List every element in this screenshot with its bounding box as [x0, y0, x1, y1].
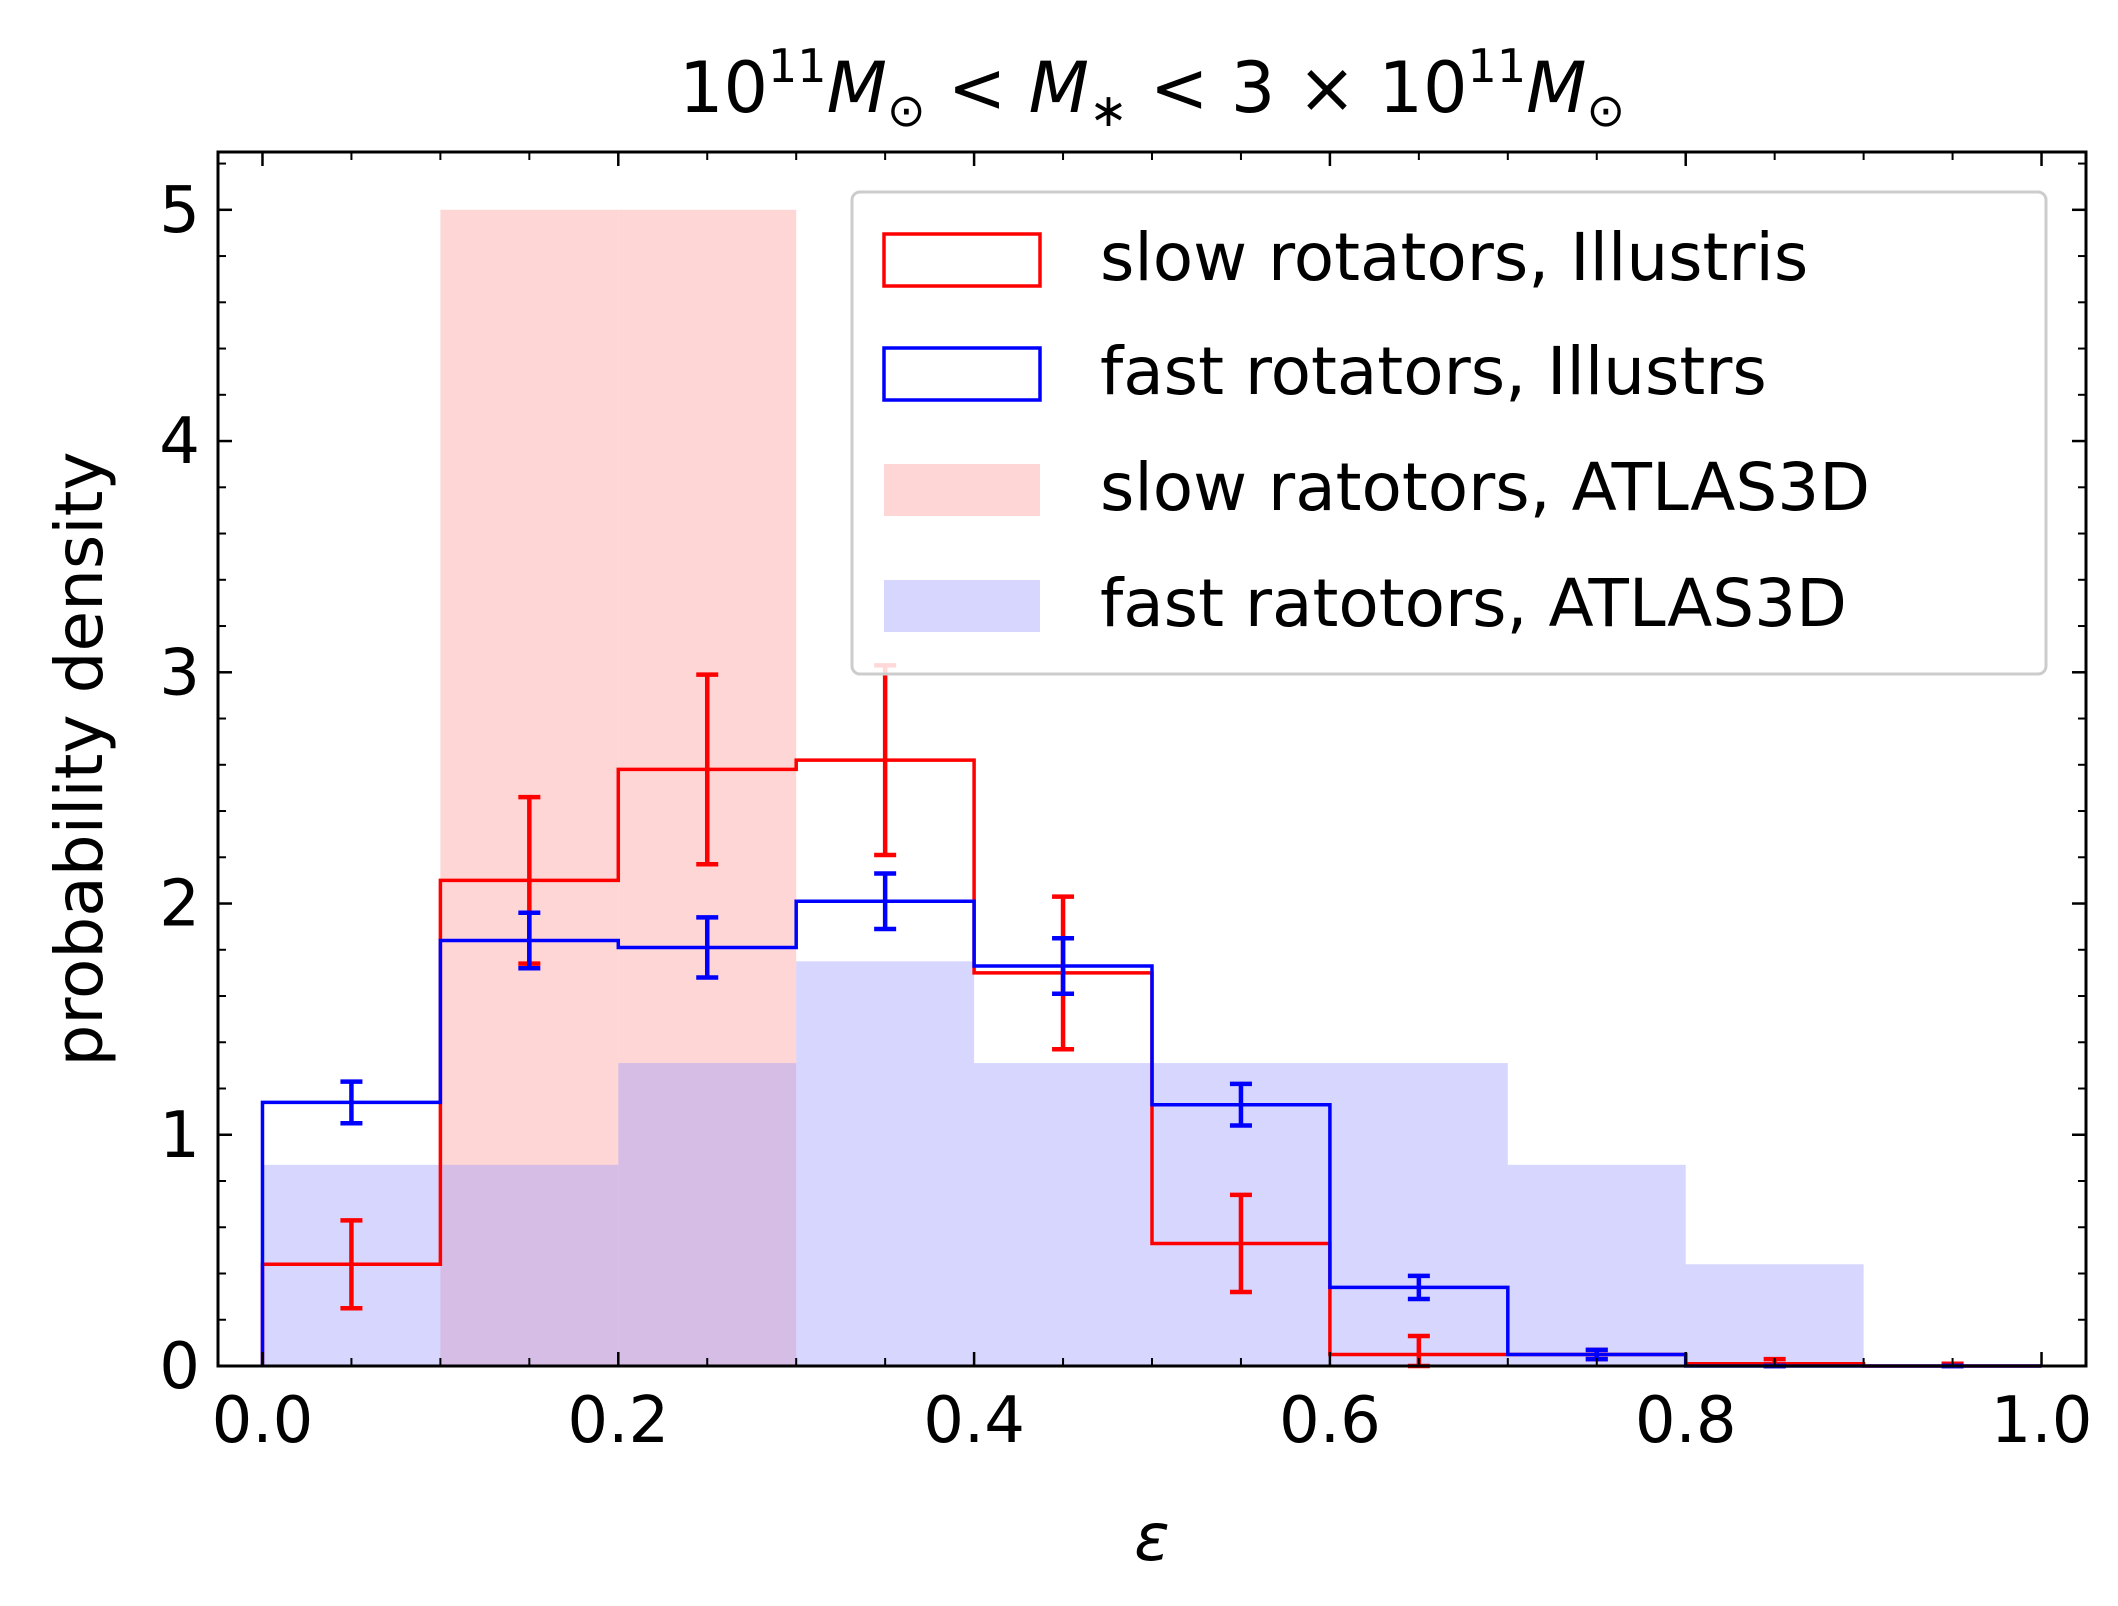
illustris-error-bars	[340, 663, 1964, 1369]
legend-label: slow ratotors, ATLAS3D	[1100, 449, 1870, 526]
y-tick-label: 4	[159, 405, 200, 479]
title-exponent-2: 11	[1468, 39, 1527, 93]
illustris-fast-errorbar-0	[340, 1079, 363, 1126]
x-tick-label: 0.0	[212, 1384, 314, 1458]
y-tick-label: 1	[159, 1099, 200, 1173]
x-tick-label: 1.0	[1991, 1384, 2093, 1458]
legend-entry-2: slow ratotors, ATLAS3D	[884, 449, 1870, 526]
title-sun-subscript-2: ⊙	[1587, 83, 1626, 137]
illustris-fast-errorbar-6	[1407, 1273, 1430, 1302]
title-relation-2: < 3 × 10	[1128, 47, 1468, 129]
y-axis-label: probability density	[41, 451, 118, 1066]
atlas3d-fast-bar-8	[1685, 1264, 1864, 1366]
chart-title: 1011M⊙ < M∗ < 3 × 1011M⊙	[679, 39, 1625, 137]
y-tick-label: 3	[159, 636, 200, 710]
x-tick-label: 0.8	[1635, 1384, 1737, 1458]
title-base: 10	[679, 47, 768, 129]
axis-ticks: 0.0 0.2 0.4 0.6 0.8 1.0 0 1 2 3 4 5	[159, 152, 2092, 1458]
illustris-fast-errorbar-4	[1052, 935, 1075, 996]
illustris-slow-errorbar-0	[340, 1218, 363, 1311]
legend-swatch-filled	[884, 464, 1040, 516]
legend-entry-1: fast rotators, Illustrs	[882, 333, 1767, 410]
legend-box	[850, 190, 2048, 676]
legend-entry-0: slow rotators, Illustris	[882, 219, 1808, 296]
x-tick-label: 0.4	[923, 1384, 1025, 1458]
atlas3d-fast-bar-6	[1329, 1063, 1508, 1366]
atlas3d-fast-bar-4	[974, 1063, 1152, 1366]
y-tick-label: 5	[159, 174, 200, 248]
illustris-fast-errorbar-2	[696, 915, 719, 980]
illustris-slow-errorbar-2	[696, 672, 719, 867]
illustris-fast-errorbar-5	[1229, 1081, 1252, 1128]
legend-swatch-outline	[882, 232, 1042, 288]
title-relation-1: <	[926, 47, 1029, 129]
title-exponent-1: 11	[768, 39, 827, 93]
title-mass-2: M	[1029, 47, 1089, 129]
legend-entry-3: fast ratotors, ATLAS3D	[884, 565, 1847, 642]
legend-swatch-filled	[884, 580, 1040, 632]
title-mass-3: M	[1526, 47, 1586, 129]
illustris-fast-errorbar-1	[518, 910, 541, 971]
atlas3d-slow-bar-1	[440, 209, 619, 1366]
atlas3d-fast-bar-3	[796, 961, 975, 1366]
legend-label: fast ratotors, ATLAS3D	[1100, 565, 1847, 642]
legend: slow rotators, Illustris fast rotators, I…	[850, 190, 2048, 676]
atlas3d-fast-bar-7	[1507, 1164, 1686, 1366]
illustris-slow-errorbar-5	[1229, 1192, 1252, 1295]
x-axis-label: ε	[1134, 1499, 1170, 1576]
title-mass-1: M	[827, 47, 887, 129]
y-tick-label: 0	[159, 1330, 200, 1404]
legend-swatch-outline	[882, 346, 1042, 402]
title-star-subscript: ∗	[1089, 83, 1128, 137]
atlas3d-fast-bar-2	[618, 1063, 797, 1366]
y-tick-label: 2	[159, 868, 200, 942]
atlas3d-fast-bar-1	[440, 1164, 619, 1366]
illustris-fast-errorbar-3	[874, 871, 897, 932]
title-sun-subscript-1: ⊙	[887, 83, 926, 137]
legend-label: fast rotators, Illustrs	[1100, 333, 1767, 410]
x-tick-label: 0.6	[1279, 1384, 1381, 1458]
atlas3d-filled-bars	[262, 209, 1864, 1366]
x-tick-label: 0.2	[567, 1384, 669, 1458]
legend-label: slow rotators, Illustris	[1100, 219, 1808, 296]
